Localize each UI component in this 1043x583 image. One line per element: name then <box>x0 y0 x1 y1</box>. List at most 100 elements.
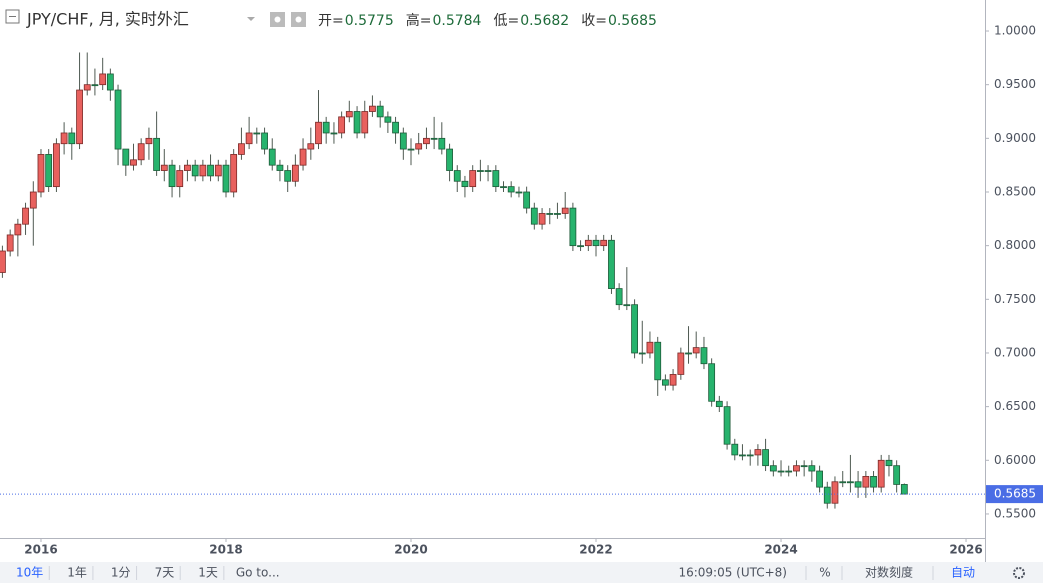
candle-body <box>715 400 723 408</box>
candle-body <box>399 132 407 150</box>
candle-body <box>291 164 299 182</box>
log-button[interactable]: 对数刻度 <box>865 565 913 580</box>
candle-body <box>446 148 453 171</box>
candle-body <box>785 470 793 473</box>
candle-body <box>106 73 114 91</box>
candle-body <box>669 374 677 386</box>
collapse-icon[interactable] <box>5 9 20 24</box>
candle-body <box>584 239 592 247</box>
candle-body <box>823 486 831 504</box>
range-button[interactable]: 1分 <box>111 566 131 580</box>
y-tick-label: 0.7500 <box>994 292 1036 306</box>
clock: 16:09:05 (UTC+8) <box>678 566 787 580</box>
candle-body <box>739 454 746 457</box>
candle-body <box>276 164 284 171</box>
candle-body <box>137 143 145 161</box>
symbol-title[interactable]: JPY/CHF, 月, 实时外汇 <box>26 10 189 29</box>
settings-icon-hole <box>295 16 302 23</box>
candle-body <box>407 148 415 151</box>
candle-body <box>369 105 376 112</box>
candle-body <box>754 449 762 456</box>
candle-body <box>214 164 222 177</box>
candle-body <box>415 143 423 150</box>
ohlc-label: 收= <box>581 13 607 29</box>
candle-body <box>484 170 492 172</box>
x-tick-label: 2020 <box>394 543 427 557</box>
candle-body <box>153 137 161 171</box>
candle-body <box>708 363 716 402</box>
candle-body <box>222 164 230 193</box>
y-tick-label: 0.8000 <box>994 238 1036 252</box>
candle-body <box>469 170 477 188</box>
dropdown-arrow[interactable] <box>247 17 255 21</box>
candle-body <box>654 341 662 381</box>
candle-body <box>238 143 245 155</box>
candle-body <box>453 170 461 182</box>
candle-body <box>885 459 893 467</box>
x-tick-label: 2018 <box>209 543 242 557</box>
candle-body <box>854 481 862 488</box>
candle-body <box>83 84 91 91</box>
goto-button[interactable]: Go to... <box>236 566 280 580</box>
y-tick-label: 0.9000 <box>994 131 1036 145</box>
ohlc-value: 0.5685 <box>608 13 657 29</box>
candle-body <box>130 159 137 166</box>
candle-body <box>99 73 107 86</box>
candle-body <box>29 191 37 209</box>
range-button[interactable]: 7天 <box>155 566 175 580</box>
x-tick-label: 2016 <box>24 543 57 557</box>
ohlc-label: 开= <box>318 13 344 29</box>
candle-body <box>261 132 268 150</box>
candle-body <box>554 213 561 215</box>
candle-body <box>338 116 346 134</box>
candle-body <box>330 132 338 135</box>
candle-body <box>877 459 885 488</box>
candle-body <box>207 164 214 177</box>
header: JPY/CHF, 月, 实时外汇 <box>5 9 306 29</box>
candle-body <box>839 481 847 484</box>
candle-body <box>800 465 808 468</box>
candle-body <box>191 164 199 177</box>
candle-body <box>661 379 669 386</box>
range-button[interactable]: 1年 <box>67 566 87 580</box>
candle-body <box>746 454 754 457</box>
last-price-label: 0.5685 <box>994 487 1036 501</box>
candle-body <box>646 341 654 354</box>
ohlc-value: 0.5775 <box>345 13 394 29</box>
x-tick-label: 2024 <box>764 543 797 557</box>
candle-body <box>37 154 45 193</box>
candle-body <box>122 148 130 166</box>
candle-body <box>685 352 692 355</box>
candle-body <box>76 89 83 145</box>
candle-body <box>569 207 577 247</box>
candle-body <box>631 304 638 354</box>
y-tick-label: 0.8500 <box>994 184 1036 198</box>
candle-body <box>315 121 322 145</box>
candle-body <box>700 347 708 365</box>
settings-gear[interactable] <box>1013 567 1025 579</box>
candle-body <box>245 132 253 145</box>
candle-body <box>600 239 608 247</box>
candle-body <box>361 111 369 134</box>
ohlc-label: 高= <box>406 12 432 29</box>
candle-body <box>769 465 777 472</box>
bottom-toolbar <box>0 562 1043 583</box>
candle-body <box>22 207 29 225</box>
candle-body <box>199 164 207 177</box>
percent-button[interactable]: % <box>819 566 830 580</box>
candle-body <box>847 481 854 484</box>
candle-body <box>430 137 438 140</box>
x-tick-label: 2026 <box>949 543 982 557</box>
candle-body <box>762 449 769 467</box>
range-button[interactable]: 1天 <box>198 566 218 580</box>
candle-body <box>438 137 446 150</box>
x-tick-label: 2022 <box>579 543 612 557</box>
range-button[interactable]: 10年 <box>16 566 43 580</box>
candle-body <box>268 148 276 166</box>
candle-body <box>638 352 646 355</box>
y-tick-label: 1.0000 <box>994 24 1036 38</box>
candle-body <box>492 170 500 188</box>
auto-button[interactable]: 自动 <box>951 566 975 580</box>
